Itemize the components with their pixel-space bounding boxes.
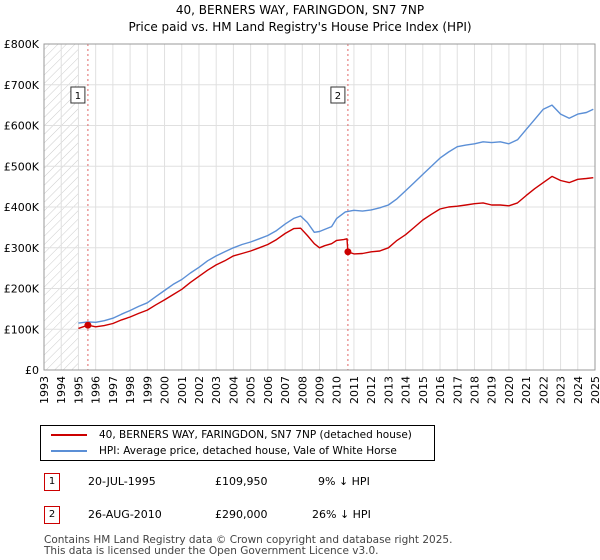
property-series-line [78, 175, 594, 330]
legend-label-property: 40, BERNERS WAY, FARINGDON, SN7 7NP (det… [99, 429, 412, 441]
x-tick-label: 2000 [159, 376, 172, 404]
y-tick-label: £300K [4, 242, 40, 255]
x-tick-label: 2009 [314, 376, 327, 404]
x-tick-label: 2007 [279, 376, 292, 404]
legend-swatch-hpi [51, 450, 87, 452]
transaction-badge: 1 [44, 473, 60, 491]
x-tick-label: 2024 [572, 376, 585, 404]
y-tick-label: £800K [4, 38, 40, 51]
chart-legend: 40, BERNERS WAY, FARINGDON, SN7 7NP (det… [40, 425, 435, 461]
x-tick-label: 2021 [520, 376, 533, 404]
y-tick-label: £400K [4, 201, 40, 214]
y-tick-label: £500K [4, 160, 40, 173]
x-tick-label: 1997 [107, 376, 120, 404]
legend-label-hpi: HPI: Average price, detached house, Vale… [99, 445, 397, 457]
transaction-date: 20-JUL-1995 [88, 475, 156, 488]
x-tick-label: 2016 [434, 376, 447, 404]
x-tick-label: 2005 [245, 376, 258, 404]
chart-subtitle: Price paid vs. HM Land Registry's House … [128, 20, 472, 34]
y-tick-label: £0 [25, 364, 39, 377]
x-tick-label: 2004 [227, 376, 240, 404]
x-tick-label: 2013 [382, 376, 395, 404]
x-tick-label: 2012 [365, 376, 378, 404]
transaction-date: 26-AUG-2010 [88, 508, 162, 521]
sale-label-box [70, 86, 86, 104]
transaction-hpi: 26% ↓ HPI [312, 508, 371, 521]
x-tick-label: 2022 [537, 376, 550, 404]
x-tick-label: 2011 [348, 376, 361, 404]
x-tick-label: 2008 [296, 376, 309, 404]
footer-copyright: Contains HM Land Registry data © Crown c… [44, 534, 453, 546]
y-tick-label: £200K [4, 283, 40, 296]
legend-item-property: 40, BERNERS WAY, FARINGDON, SN7 7NP (det… [51, 427, 412, 443]
sale-point [344, 248, 352, 256]
x-tick-label: 2023 [555, 376, 568, 404]
x-tick-label: 2018 [468, 376, 481, 404]
transaction-hpi: 9% ↓ HPI [318, 475, 370, 488]
sale-label-box [330, 86, 346, 104]
x-tick-label: 1999 [141, 376, 154, 404]
sale-label-text: 1 [75, 91, 81, 102]
sale-label-text: 2 [335, 91, 341, 102]
legend-swatch-property [51, 434, 87, 436]
legend-item-hpi: HPI: Average price, detached house, Vale… [51, 443, 397, 459]
plot-frame [43, 43, 596, 371]
x-tick-label: 2014 [400, 376, 413, 404]
x-tick-label: 1993 [38, 376, 51, 404]
hpi-series-line [78, 104, 594, 324]
x-tick-label: 1995 [72, 376, 85, 404]
transaction-badge: 2 [44, 506, 60, 524]
x-tick-label: 2020 [503, 376, 516, 404]
x-tick-label: 2015 [417, 376, 430, 404]
x-tick-label: 2017 [451, 376, 464, 404]
x-tick-label: 2001 [176, 376, 189, 404]
transaction-price: £109,950 [215, 475, 268, 488]
x-tick-label: 2006 [262, 376, 275, 404]
x-tick-label: 1998 [124, 376, 137, 404]
chart-title: 40, BERNERS WAY, FARINGDON, SN7 7NP [175, 3, 425, 17]
transaction-price: £290,000 [215, 508, 268, 521]
x-tick-label: 2003 [210, 376, 223, 404]
x-tick-label: 2025 [589, 376, 600, 404]
x-tick-label: 2019 [486, 376, 499, 404]
x-tick-label: 1994 [55, 376, 68, 404]
x-tick-label: 2010 [331, 376, 344, 404]
y-tick-label: £100K [4, 323, 40, 336]
footer-licence: This data is licensed under the Open Gov… [44, 545, 379, 557]
sale-point [84, 321, 92, 329]
y-tick-label: £600K [4, 120, 40, 133]
x-tick-label: 1996 [90, 376, 103, 404]
x-tick-label: 2002 [193, 376, 206, 404]
y-tick-label: £700K [4, 79, 40, 92]
price-chart: 1 2 £0 £100K £200K £300K £400K £500K £600K £700K £… [4, 38, 600, 404]
